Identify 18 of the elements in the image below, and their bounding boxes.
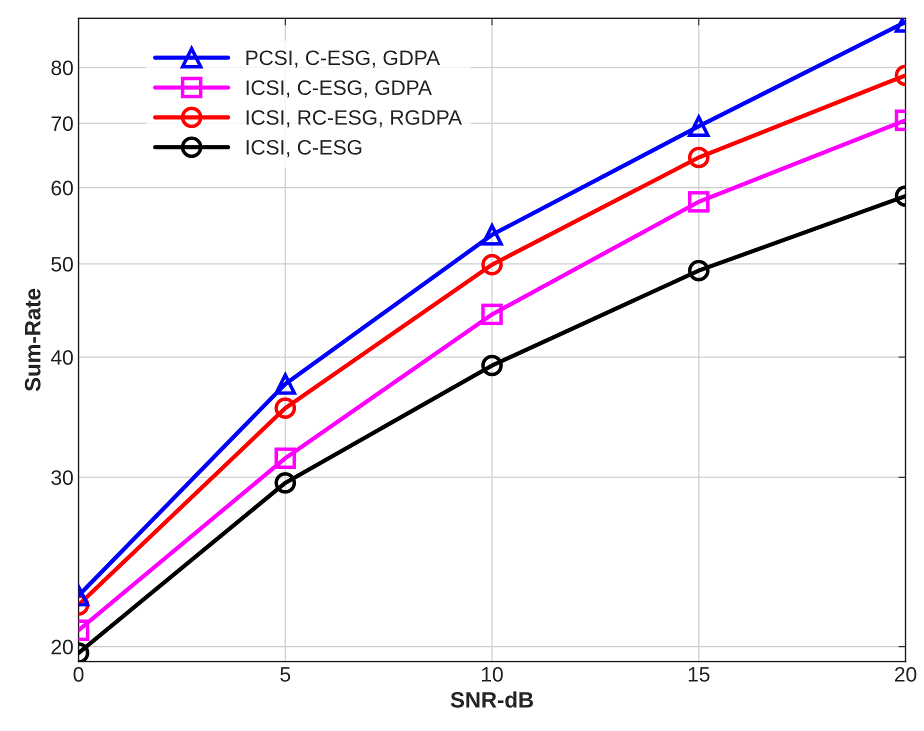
x-tick-label: 0 [74, 666, 84, 682]
y-axis-title: Sum-Rate [24, 288, 41, 392]
y-tick-label: 30 [51, 470, 73, 486]
x-tick-label: 20 [894, 666, 916, 682]
y-tick-label: 60 [52, 180, 73, 196]
legend-label: PCSI, C-ESG, GDPA [246, 50, 440, 68]
x-axis-title: SNR-dB [450, 691, 533, 708]
y-tick-label: 80 [51, 60, 73, 76]
y-tick-label: 20 [52, 640, 73, 654]
y-tick-label: 70 [52, 116, 73, 132]
legend-label: ICSI, RC-ESG, RGDPA [246, 110, 462, 128]
x-tick-label: 5 [280, 667, 290, 682]
x-tick-label: 10 [482, 666, 503, 682]
legend-label: ICSI, C-ESG [246, 140, 362, 158]
x-tick-label: 15 [688, 667, 710, 682]
y-tick-label: 50 [51, 256, 73, 272]
y-tick-label: 40 [50, 350, 73, 365]
legend-label: ICSI, C-ESG, GDPA [246, 80, 432, 98]
